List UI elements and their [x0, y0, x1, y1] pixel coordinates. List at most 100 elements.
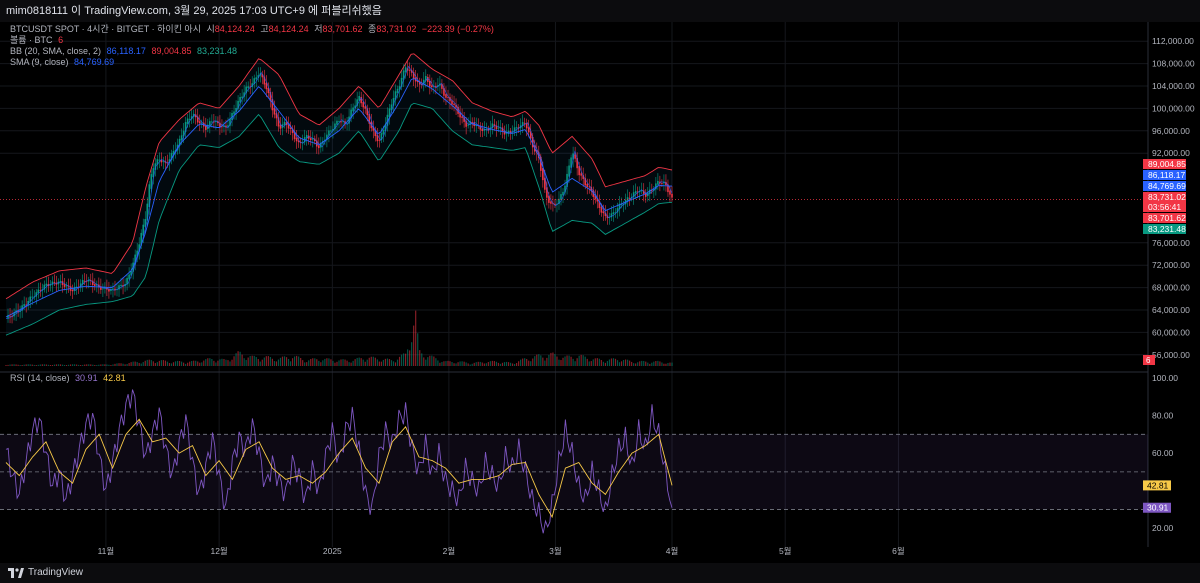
symbol-name[interactable]: BTCUSDT SPOT · 4시간 · BITGET · 하이킨 아시 — [10, 24, 201, 34]
volume-bar — [322, 360, 324, 366]
volume-bar — [21, 365, 23, 366]
candle-body — [544, 177, 546, 190]
volume-bar — [590, 361, 592, 366]
candle-body — [542, 168, 544, 181]
volume-bar — [185, 363, 187, 366]
candle-body — [525, 123, 528, 129]
volume-bar — [336, 361, 338, 366]
price-badge — [1143, 224, 1186, 234]
volume-bar — [372, 356, 374, 366]
volume-bar — [136, 362, 138, 366]
bollinger-band-fill — [6, 53, 672, 336]
volume-bar — [207, 358, 209, 366]
volume-bar — [223, 358, 225, 366]
candle-body — [552, 203, 554, 205]
candle-body — [566, 173, 568, 188]
candle-body — [13, 312, 15, 317]
volume-bar — [37, 364, 39, 366]
volume-bar — [187, 362, 189, 366]
legend-row-volume: 볼륨 · BTC 6 — [10, 35, 66, 46]
candle-body — [608, 217, 611, 218]
volume-bar — [199, 362, 201, 366]
volume-bar — [183, 362, 185, 366]
candle-body — [594, 195, 597, 200]
candle-body — [487, 128, 490, 131]
volume-bar — [350, 362, 352, 366]
candle-body — [568, 165, 570, 177]
volume-label[interactable]: 볼륨 · BTC — [10, 35, 53, 45]
volume-bar — [72, 364, 74, 366]
candle-body — [368, 113, 371, 124]
volume-bar — [195, 360, 197, 366]
candle-body — [342, 121, 344, 123]
candle-body — [136, 250, 138, 257]
volume-bar — [439, 362, 441, 366]
candle-body — [63, 284, 66, 287]
volume-bar — [172, 362, 175, 366]
candle-body — [114, 288, 116, 291]
candle-body — [352, 107, 354, 112]
volume-bar — [643, 360, 645, 366]
volume-bar — [465, 362, 467, 366]
volume-bar — [453, 363, 455, 366]
volume-bar — [67, 364, 70, 366]
candle-body — [550, 201, 552, 204]
footer-brand[interactable]: TradingView — [28, 567, 84, 578]
volume-bar — [298, 356, 300, 366]
volume-bar — [400, 354, 403, 366]
rsi-value: 30.91 — [75, 373, 98, 383]
volume-bar — [592, 359, 594, 366]
volume-bar — [134, 361, 136, 366]
volume-bar — [374, 357, 376, 366]
volume-bar — [201, 362, 203, 366]
volume-bar — [116, 363, 118, 366]
volume-bar — [459, 361, 461, 366]
candle-body — [146, 203, 149, 221]
volume-bar — [600, 360, 602, 366]
candle-body — [27, 300, 29, 305]
candle-body — [435, 86, 437, 88]
rsi-tick-label: 20.00 — [1152, 523, 1174, 533]
candle-body — [29, 296, 32, 302]
bb-label[interactable]: BB (20, SMA, close, 2) — [10, 46, 102, 56]
legend-row-bb: BB (20, SMA, close, 2) 86,118.17 89,004.… — [10, 46, 240, 57]
candle-body — [362, 101, 365, 108]
volume-bar — [296, 355, 298, 366]
candle-body — [120, 284, 122, 287]
volume-bar — [667, 362, 669, 366]
volume-bar — [655, 361, 657, 366]
rsi-label[interactable]: RSI (14, close) — [10, 373, 70, 383]
price-tick-label: 68,000.00 — [1152, 283, 1190, 293]
volume-bar — [35, 365, 37, 366]
candle-body — [560, 194, 562, 200]
candle-body — [390, 104, 393, 111]
volume-bar — [328, 358, 330, 366]
open-label: 시 — [206, 24, 215, 34]
time-axis[interactable]: 11월 12월 2025 2월 3월 4월 5월 6월 — [98, 546, 905, 556]
volume-bar — [580, 354, 582, 366]
volume-bar — [257, 359, 259, 366]
volume-bar — [503, 362, 506, 366]
candle-body — [350, 109, 352, 118]
volume-bar — [162, 360, 165, 366]
candle-body — [221, 126, 223, 128]
candle-body — [644, 193, 647, 197]
candle-body — [336, 120, 338, 125]
candle-body — [293, 132, 296, 140]
volume-bar — [346, 360, 348, 366]
volume-bar — [645, 361, 647, 366]
rsi-ma-value: 42.81 — [103, 373, 126, 383]
volume-bar — [227, 360, 229, 366]
candle-body — [412, 72, 415, 79]
volume-bar — [473, 362, 475, 366]
time-tick-label: 2025 — [323, 546, 342, 556]
price-axis[interactable]: 112,000.00 108,000.00 104,000.00 100,000.00… — [1143, 36, 1195, 533]
volume-bar — [629, 360, 631, 366]
candle-body — [295, 137, 298, 142]
sma-label[interactable]: SMA (9, close) — [10, 57, 69, 67]
volume-bar — [61, 364, 64, 366]
candle-body — [128, 274, 130, 280]
candle-body — [255, 77, 258, 80]
candle-body — [158, 159, 161, 161]
chart-canvas[interactable]: 112,000.00 108,000.00 104,000.00 100,000.00… — [0, 22, 1200, 563]
